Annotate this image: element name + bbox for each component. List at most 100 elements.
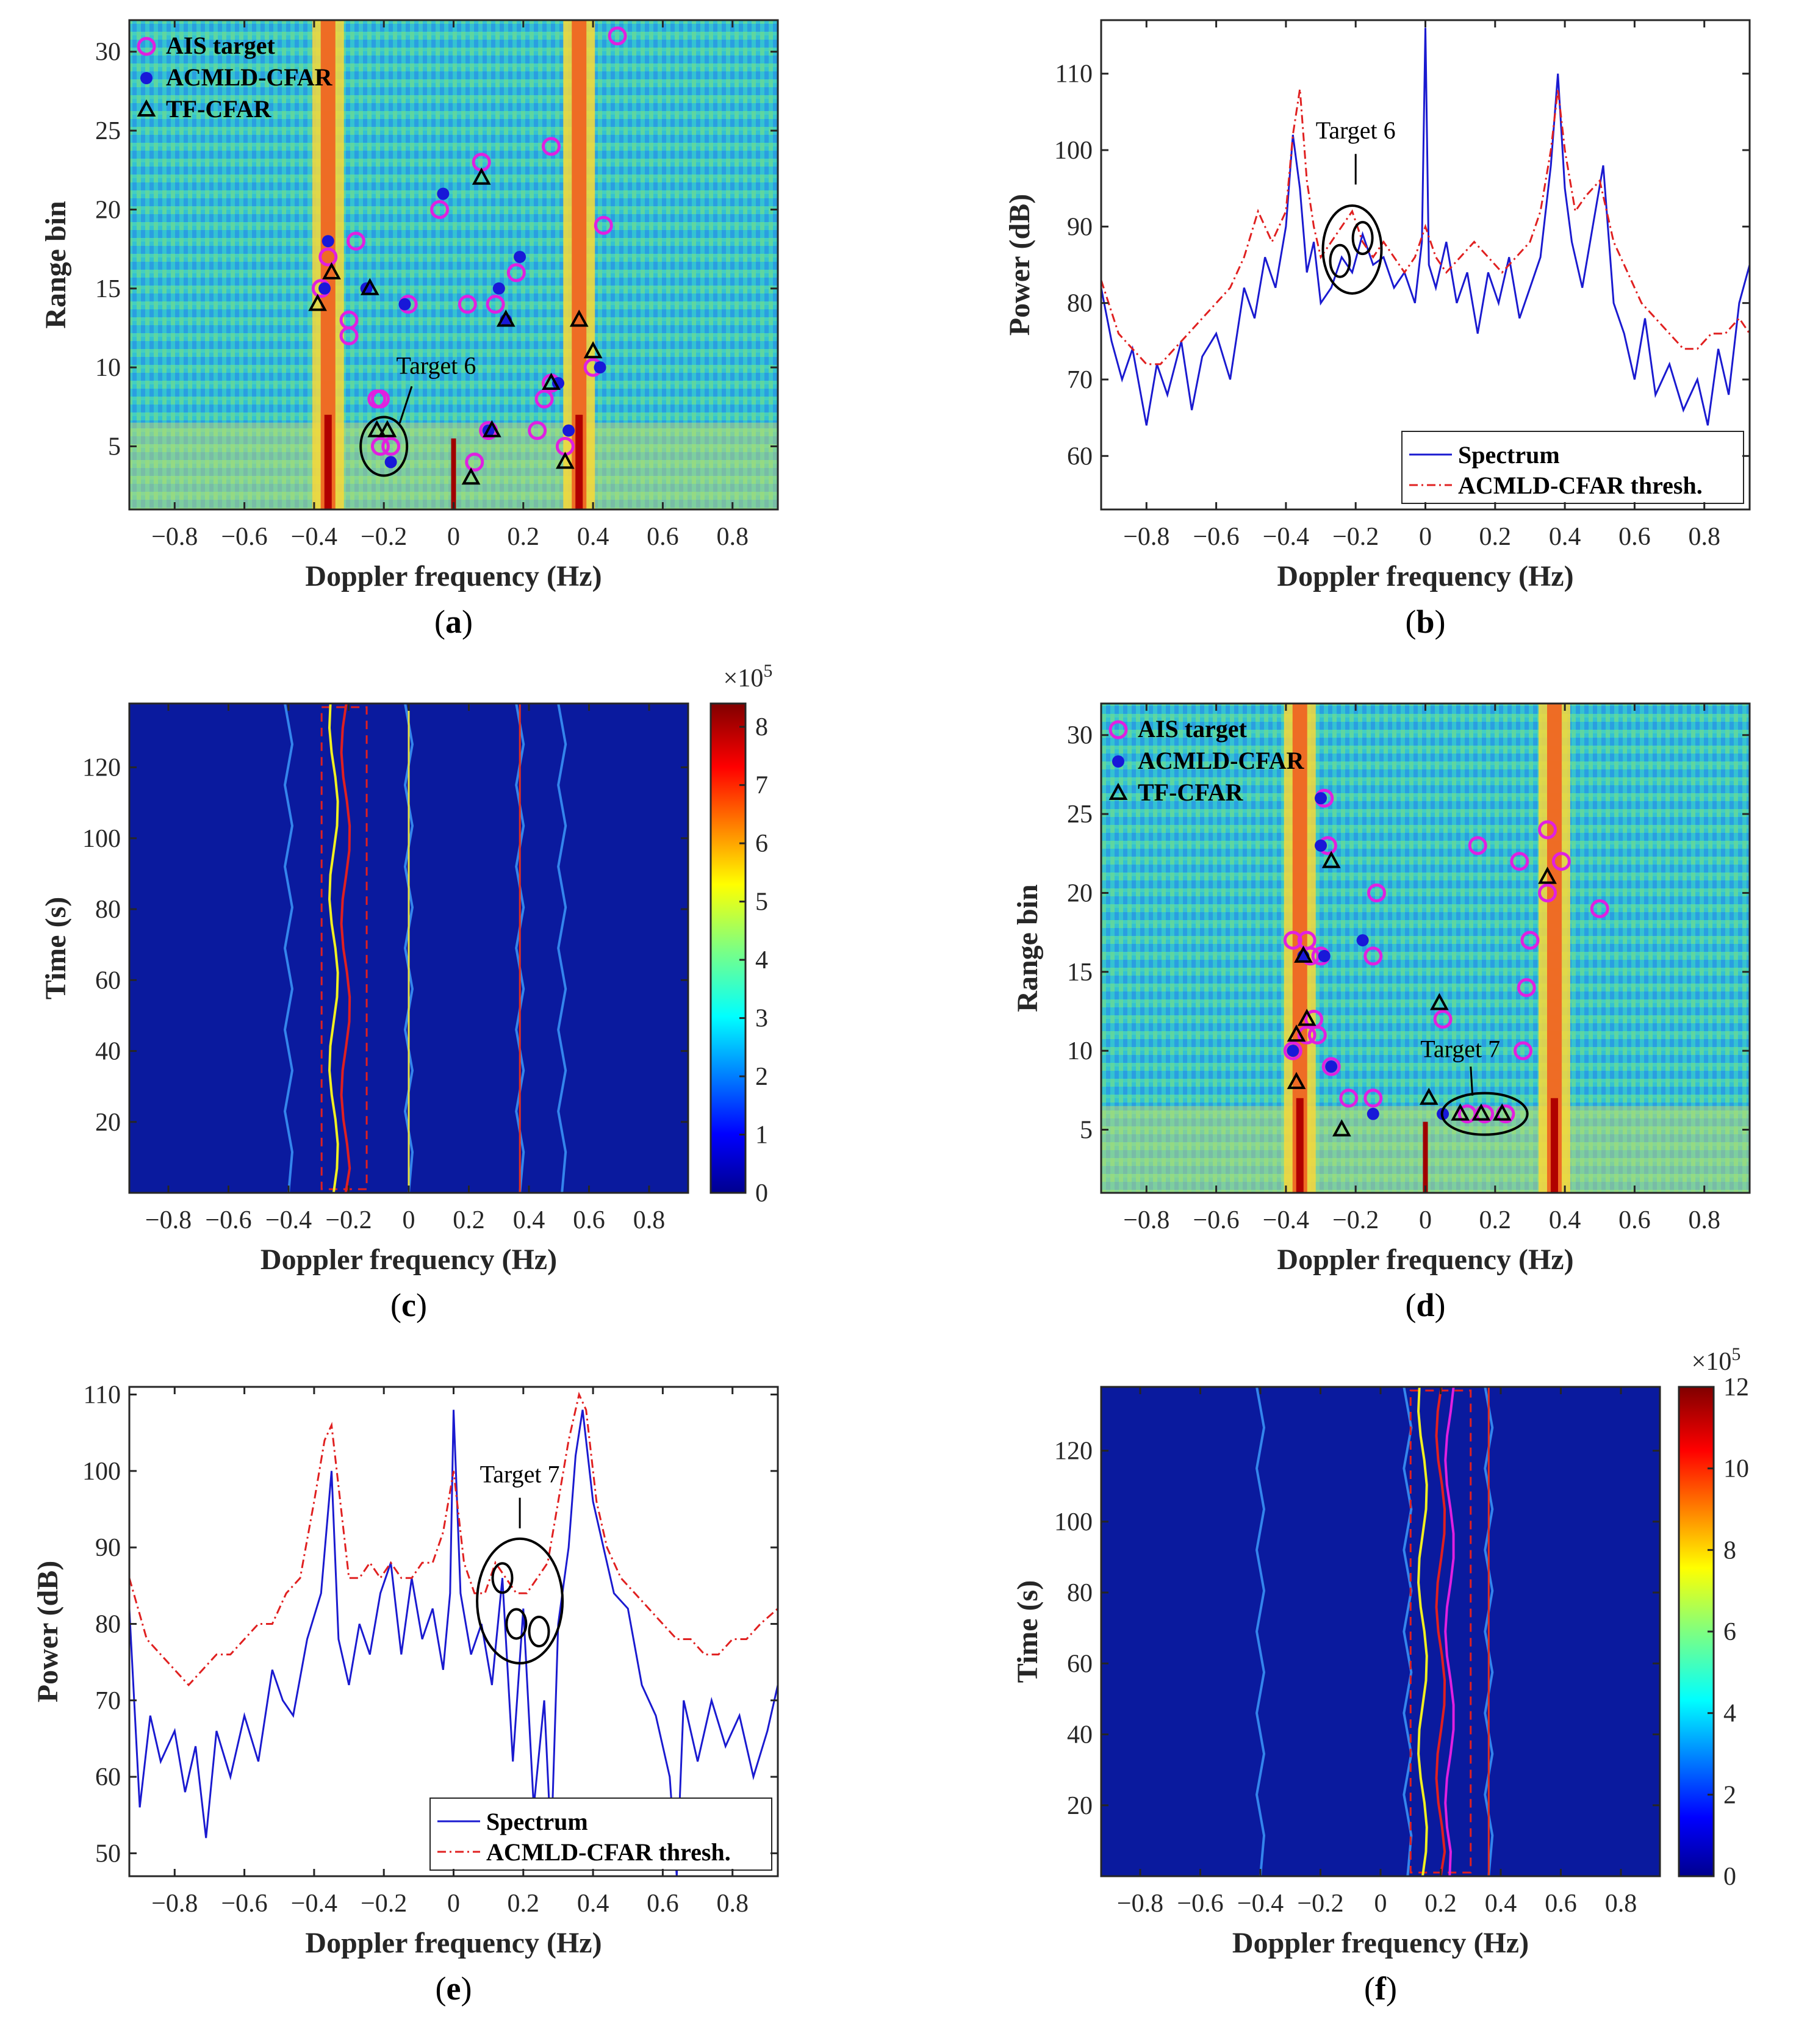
x-tick-label: 0.6 <box>1545 1890 1577 1918</box>
tf-search-window <box>320 706 368 1190</box>
x-tick-label: 0.4 <box>577 523 609 551</box>
x-tick-label: 0.4 <box>1549 523 1581 551</box>
y-tick-label: 40 <box>1067 1721 1093 1749</box>
x-tick-label: 0.6 <box>647 1890 679 1918</box>
colorbar-tick-label: 0 <box>1723 1863 1736 1891</box>
y-tick-label: 100 <box>1054 137 1093 165</box>
tf-clutter-ridge <box>515 703 525 1193</box>
colorbar-tick-label: 0 <box>755 1179 768 1207</box>
y-tick-label: 100 <box>82 825 121 853</box>
acmld-cfar-marker <box>140 72 153 84</box>
spectrum-series-line <box>1101 27 1750 426</box>
x-tick-label: −0.6 <box>221 1890 268 1918</box>
x-tick-label: −0.8 <box>1123 523 1169 551</box>
x-tick-label: 0.6 <box>573 1206 605 1234</box>
ais-target-marker <box>465 452 484 472</box>
x-tick-label: 0 <box>403 1206 415 1234</box>
ais-target-marker <box>1363 946 1383 966</box>
colorbar-tick-label: 10 <box>1723 1455 1749 1483</box>
colorbar-exponent-base: ×10 <box>1692 1348 1732 1376</box>
y-tick-label: 110 <box>84 1381 121 1409</box>
tf-target-track <box>1435 1386 1446 1877</box>
caption-letter: f <box>1375 1970 1387 2007</box>
x-tick-label: 0.8 <box>1605 1890 1637 1918</box>
legend-box <box>1401 431 1744 504</box>
x-tick-label: 0 <box>1419 1206 1432 1234</box>
x-tick-label: −0.2 <box>361 523 407 551</box>
caption-letter: d <box>1416 1287 1434 1323</box>
acmld-cfar-marker <box>1367 1107 1379 1120</box>
x-tick-label: 0.6 <box>1618 523 1651 551</box>
tf-cfar-marker <box>1287 1024 1306 1042</box>
acmld-cfar-marker <box>1112 755 1124 768</box>
ais-target-marker <box>1551 852 1571 871</box>
colorbar-tick-label: 4 <box>1723 1700 1736 1728</box>
caption-letter: c <box>401 1287 416 1323</box>
target-label: Target 6 <box>396 352 476 380</box>
x-axis-label: Doppler frequency (Hz) <box>1232 1927 1529 1959</box>
tf-cfar-marker <box>137 99 156 117</box>
y-axis-label: Power (dB) <box>1004 194 1036 336</box>
x-tick-label: 0.4 <box>1549 1206 1581 1234</box>
colorbar-exponent-power: 5 <box>763 661 772 681</box>
y-axis-label: Range bin <box>40 201 72 328</box>
y-tick-label: 80 <box>1067 1579 1093 1607</box>
x-axis-label: Doppler frequency (Hz) <box>305 1927 602 1959</box>
ais-target-marker <box>542 137 561 156</box>
panel-caption: (d) <box>1405 1287 1445 1323</box>
ais-target-marker <box>370 389 390 409</box>
legend-label: Spectrum <box>486 1808 588 1835</box>
ais-target-marker <box>1510 852 1529 871</box>
tf-cfar-marker <box>1538 866 1557 884</box>
acmld-cfar-marker <box>437 187 450 200</box>
x-tick-label: 0.6 <box>647 523 679 551</box>
y-axis-label: Time (s) <box>40 897 72 999</box>
tf-cfar-marker <box>569 309 589 327</box>
x-tick-label: 0.2 <box>453 1206 485 1234</box>
colorbar-tick-label: 8 <box>755 713 768 741</box>
clutter-band-peak <box>324 414 332 509</box>
x-axis-label: Doppler frequency (Hz) <box>260 1243 557 1276</box>
x-tick-label: 0.8 <box>716 1890 749 1918</box>
tf-cfar-marker <box>542 372 561 390</box>
x-tick-label: −0.4 <box>1263 1206 1309 1234</box>
colorbar-tick-label: 8 <box>1723 1536 1736 1564</box>
x-tick-label: −0.4 <box>291 523 337 551</box>
ais-target-marker <box>1520 930 1540 950</box>
ais-target-marker <box>486 295 505 314</box>
target-label: Target 7 <box>1420 1035 1500 1063</box>
x-tick-label: −0.4 <box>291 1890 337 1918</box>
colorbar-tick-label: 3 <box>755 1005 768 1033</box>
tf-cfar-marker <box>583 341 603 359</box>
ais-target-marker <box>608 26 627 46</box>
y-tick-label: 100 <box>1054 1508 1093 1536</box>
clutter-band-peak <box>1550 1098 1558 1193</box>
x-tick-label: 0.2 <box>508 523 540 551</box>
panel-b: Spectrum ACMLD-CFAR thresh. Target 6 −0.8 −0… <box>1004 19 1751 640</box>
colorbar-exponent-base: ×10 <box>724 664 764 693</box>
acmld-cfar-marker <box>514 251 526 264</box>
x-axis-label: Doppler frequency (Hz) <box>1277 1243 1573 1276</box>
colorbar-tick-label: 7 <box>755 772 768 800</box>
caption-paren-close: ) <box>1435 603 1446 640</box>
ais-target-marker <box>137 37 156 56</box>
acmld-cfar-marker <box>398 298 411 311</box>
target-sub-ellipse <box>1329 243 1351 278</box>
spectrum-series-line <box>129 1409 778 1876</box>
target-sub-ellipse <box>505 1608 528 1640</box>
tf-cfar-marker <box>1332 1119 1351 1137</box>
x-tick-label: 0.2 <box>508 1890 540 1918</box>
ais-target-marker <box>318 247 338 267</box>
target-ellipse <box>1440 1092 1529 1136</box>
legend-box <box>429 1797 772 1871</box>
caption-paren-open: ( <box>1364 1970 1375 2007</box>
colorbar-tick-label: 4 <box>755 946 768 974</box>
acmld-cfar-marker <box>321 235 334 248</box>
tf-cfar-marker <box>1321 851 1341 868</box>
x-tick-label: −0.4 <box>1263 523 1309 551</box>
tf-clutter-ridge <box>1255 1386 1266 1877</box>
acmld-cfar-marker <box>1315 839 1327 852</box>
ais-target-marker <box>506 263 526 282</box>
